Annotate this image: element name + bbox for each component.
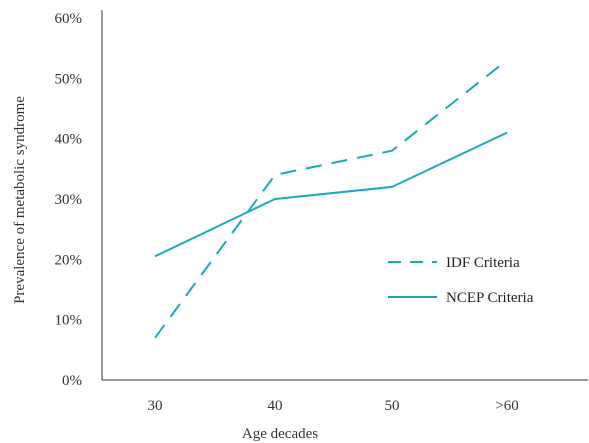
x-axis-title: Age decades [242,426,318,442]
y-tick-label: 60% [55,11,83,27]
y-tick-label: 50% [55,71,83,87]
ticks-layer: 0% 10% 20% 30% 40% 50% 60% 30 40 50 >60 [55,11,519,414]
x-tick-label: 50 [385,398,400,414]
axes-layer [101,10,588,381]
ncep-series-line [154,131,508,258]
y-tick-label: 10% [55,313,83,329]
y-tick-label: 30% [55,192,83,208]
x-tick-label: >60 [495,398,518,414]
legend-label: IDF Criteria [446,255,520,271]
y-tick-label: 40% [55,132,83,148]
x-tick-label: 40 [268,398,283,414]
series-layer [154,59,508,339]
x-tick-label: 30 [148,398,163,414]
y-tick-label: 0% [62,373,82,389]
y-axis-title: Prevalence of metabolic syndrome [12,96,28,304]
idf-series-line [154,59,508,339]
legend-label: NCEP Criteria [446,290,534,306]
legend: IDF Criteria NCEP Criteria [388,255,534,306]
y-tick-label: 20% [55,252,83,268]
